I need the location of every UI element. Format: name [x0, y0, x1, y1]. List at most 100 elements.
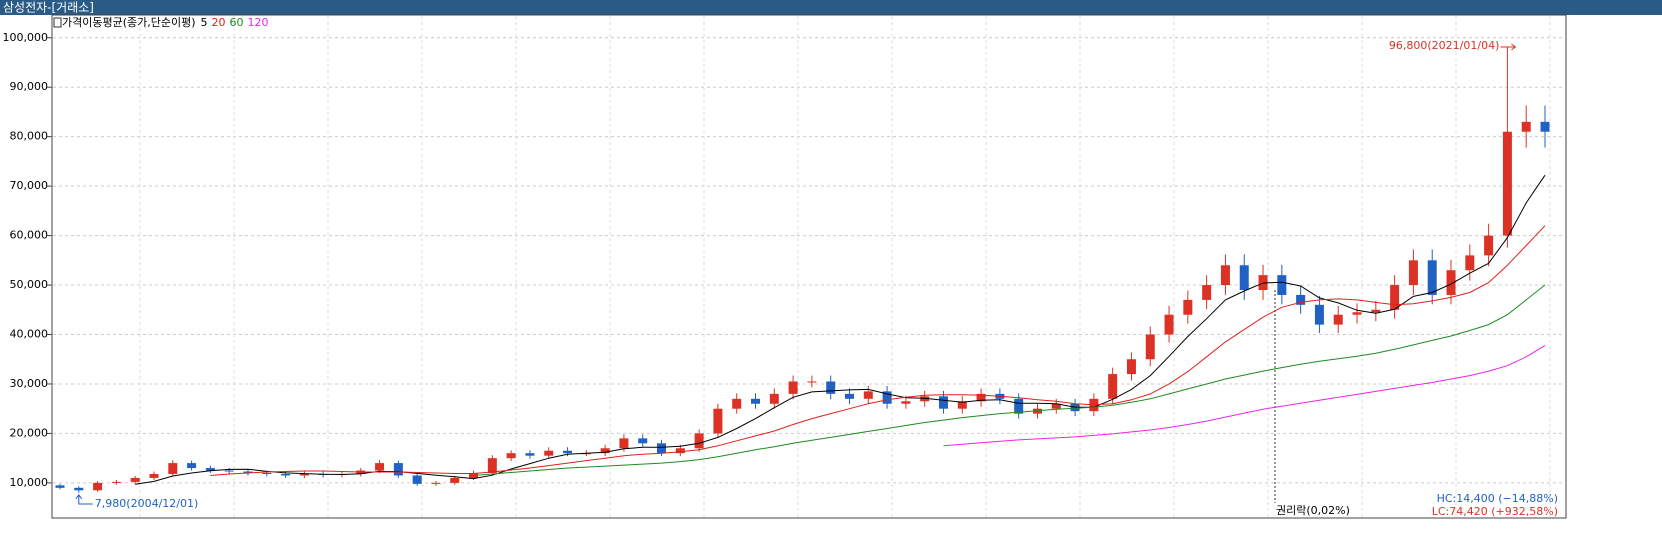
candle-body: [1465, 255, 1475, 271]
candle-body: [281, 473, 291, 476]
candle-body: [93, 482, 103, 491]
legend-entry: 5: [201, 16, 208, 29]
plot-area: [51, 14, 1567, 519]
candle-body: [1502, 131, 1512, 236]
window-title: 삼성전자-[거래소]: [3, 1, 94, 15]
candle-body: [1239, 265, 1249, 290]
legend-entry: 60: [230, 16, 244, 29]
candle-body: [675, 448, 685, 454]
candle-body: [1484, 235, 1494, 256]
candle-body: [111, 481, 121, 483]
candle-body: [581, 453, 591, 455]
candle-body: [807, 381, 817, 383]
candle-body: [1521, 121, 1531, 132]
candle-body: [1220, 265, 1230, 286]
candle-body: [732, 398, 742, 409]
y-tick-label: 20,000: [10, 426, 49, 439]
candle-body: [920, 396, 930, 402]
y-tick-label: 50,000: [10, 278, 49, 291]
low-label: 7,980(2004/12/01): [95, 497, 198, 510]
candle-body: [506, 453, 516, 459]
candle-body: [1446, 270, 1456, 295]
title-bar: [0, 0, 1662, 15]
candle-body: [1108, 374, 1118, 399]
high-label: 96,800(2021/01/04): [1389, 39, 1499, 52]
candle-body: [544, 450, 554, 456]
candle-body: [450, 477, 460, 483]
candle-body: [844, 393, 854, 399]
y-tick-label: 60,000: [10, 229, 49, 242]
candle-body: [130, 477, 140, 482]
ma-line: [943, 344, 1546, 447]
candle-body: [882, 391, 892, 404]
candle-body: [375, 463, 385, 471]
y-tick-label: 40,000: [10, 328, 49, 341]
candle-body: [168, 463, 178, 474]
y-tick-label: 30,000: [10, 377, 49, 390]
candle-body: [525, 453, 535, 456]
candle-body: [243, 471, 253, 473]
candle-body: [1296, 294, 1306, 305]
candle-body: [751, 398, 761, 404]
candle-body: [976, 393, 986, 402]
ma-line: [135, 174, 1546, 485]
candle-body: [1277, 275, 1287, 295]
candle-body: [1390, 285, 1400, 310]
lc-stat: LC:74,420 (+932,58%): [1432, 505, 1558, 518]
ex-rights-label: 권리락(0,02%): [1276, 504, 1350, 517]
candle-body: [1427, 260, 1437, 295]
candle-body: [788, 381, 798, 394]
candle-body: [1202, 285, 1212, 300]
candle-body: [863, 391, 873, 399]
candle-body: [224, 470, 234, 472]
candle-body: [1258, 275, 1268, 290]
legend-icon: [53, 17, 62, 28]
legend-entry: 120: [248, 16, 269, 29]
candle-body: [1145, 334, 1155, 360]
candle-body: [1352, 312, 1362, 315]
candle-body: [1164, 314, 1174, 335]
ma-line: [210, 225, 1546, 476]
candle-body: [205, 468, 215, 471]
candle-body: [619, 438, 629, 449]
candle-body: [563, 450, 573, 454]
y-tick-label: 80,000: [10, 130, 49, 143]
candle-body: [638, 438, 648, 444]
candle-body: [149, 473, 159, 478]
candle-body: [957, 401, 967, 409]
candle-body: [938, 396, 948, 409]
candle-body: [769, 393, 779, 404]
candle-body: [1051, 403, 1061, 409]
ma-line: [473, 284, 1546, 476]
y-tick-label: 90,000: [10, 80, 49, 93]
candle-body: [299, 473, 309, 476]
candle-body: [657, 443, 667, 454]
low-pointer: [75, 494, 93, 505]
candle-body: [1540, 121, 1550, 132]
legend-title: 가격이동평균(종가,단순이평): [62, 16, 196, 29]
hc-stat: HC:14,400 (−14,88%): [1437, 492, 1558, 505]
candle-body: [487, 458, 497, 473]
candle-body: [600, 448, 610, 454]
candle-body: [55, 485, 65, 488]
candle-body: [1333, 314, 1343, 325]
y-tick-label: 70,000: [10, 179, 49, 192]
y-tick-label: 100,000: [3, 31, 49, 44]
candle-body: [713, 408, 723, 434]
candle-body: [694, 433, 704, 449]
legend-entry: 20: [212, 16, 226, 29]
candle-body: [431, 482, 441, 484]
candle-body: [412, 475, 422, 484]
high-pointer: [1500, 43, 1517, 54]
candle-body: [187, 463, 197, 469]
candle-body: [1371, 309, 1381, 313]
candle-body: [262, 472, 272, 474]
candle-body: [826, 381, 836, 394]
candle-body: [1183, 299, 1193, 315]
y-tick-label: 10,000: [10, 476, 49, 489]
candle-body: [1126, 359, 1136, 375]
candle-body: [393, 463, 403, 476]
candle-body: [1408, 260, 1418, 286]
